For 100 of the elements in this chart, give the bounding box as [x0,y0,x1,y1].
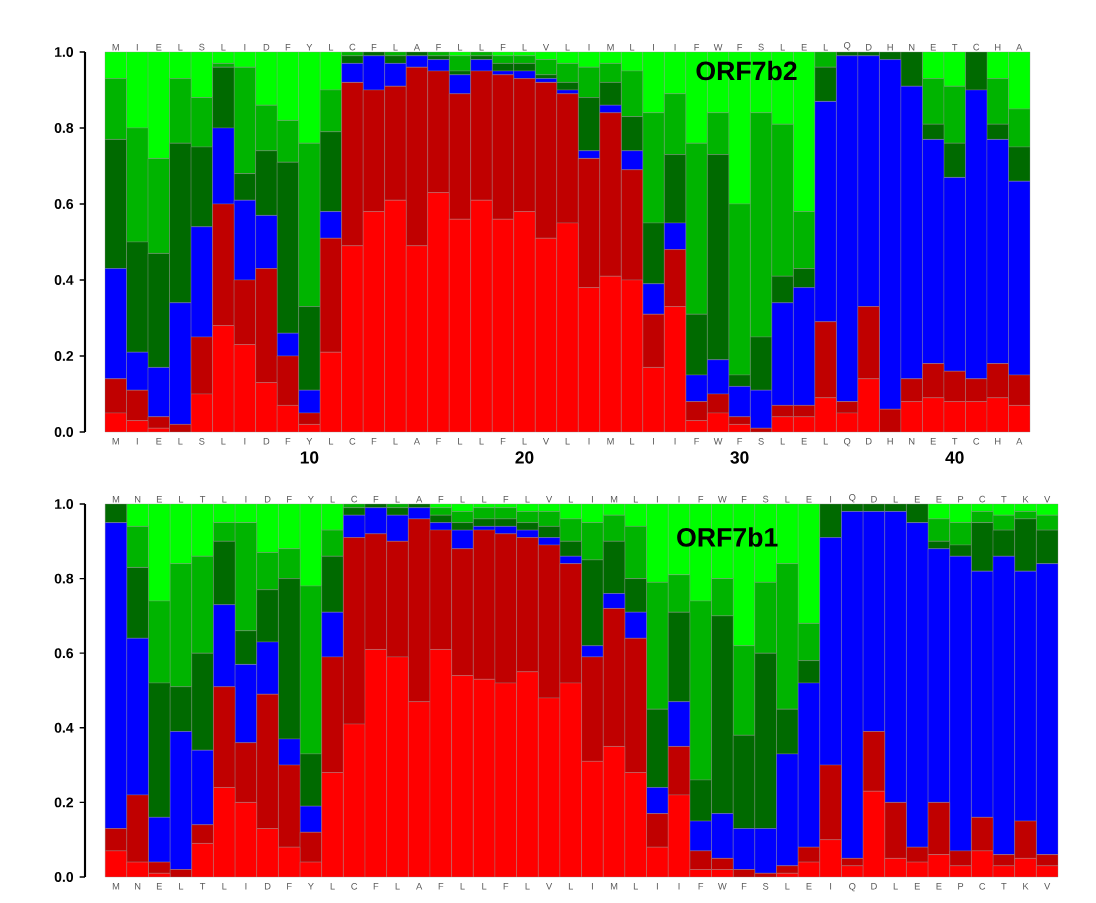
category-label: S [758,438,764,445]
category-label: F [503,883,509,890]
x2-tick-label: 20 [515,451,534,464]
y-tick-label: 0.8 [54,123,74,133]
x-tick-label: F [371,43,377,51]
x-tick-label: L [460,495,465,503]
category-label: L [393,438,398,445]
category-label: F [287,883,292,890]
x-tick-label: H [887,43,893,51]
x-tick-label: F [737,43,743,51]
x-tick-label: I [136,43,138,51]
category-label: F [737,438,743,445]
category-label: L [329,438,334,445]
x2-tick-label: 30 [730,451,749,464]
y-tick-label: 0.2 [54,797,74,808]
x-tick-label: L [458,43,463,51]
x-tick-label: Y [307,495,314,503]
category-label: V [1044,883,1051,890]
category-label: E [156,438,162,445]
x-tick-label: L [482,495,487,503]
x-tick-label: I [678,495,680,503]
x-tick-label: V [1044,495,1051,503]
x-tick-label: F [500,43,506,51]
y-tick-label: 0.2 [54,351,74,361]
x-tick-label: A [1016,43,1023,51]
x-tick-label: M [607,43,614,51]
category-label: L [568,883,574,890]
category-label: P [958,883,964,890]
x-tick-label: D [871,495,877,503]
x-tick-label: I [588,43,590,51]
x-tick-label: L [329,43,334,51]
category-label: E [806,883,812,890]
x-tick-label: L [565,43,570,51]
y-tick-label: 0.8 [54,573,74,584]
x-tick-label: L [568,495,574,503]
category-label: I [656,883,658,890]
x-tick-label: K [1023,495,1029,503]
category-label: E [936,883,942,890]
x-tick-label: F [438,495,444,503]
category-label: L [179,883,184,890]
category-label: I [244,438,246,445]
category-label: Q [849,883,856,892]
x-tick-label: A [416,495,423,503]
category-label: S [199,438,205,445]
category-label: E [930,438,936,445]
x-tick-label: M [112,495,120,503]
category-label: E [156,883,162,890]
category-label: L [395,883,400,890]
x-tick-label: L [330,495,335,503]
x-tick-label: E [806,495,812,503]
x-tick-label: F [741,495,747,503]
y-tick-label: 0.4 [54,722,74,733]
x-tick-label: E [801,43,807,51]
category-label: L [785,883,790,890]
x-tick-label: Y [306,43,313,51]
x-tick-label: S [758,43,764,51]
x-tick-label: D [264,495,271,503]
category-label: I [653,438,654,445]
x-tick-label: F [698,495,704,503]
category-label: F [698,883,704,890]
category-label: H [887,438,893,445]
category-label: I [830,883,832,890]
x-tick-label: S [762,495,769,503]
category-label: C [973,438,980,445]
x-tick-label: L [479,43,484,51]
category-label: L [221,438,226,445]
y-tick-label: 0.0 [54,872,74,882]
x-tick-label: L [221,43,226,51]
category-label: C [979,883,986,890]
category-label: F [500,438,506,445]
category-label: D [264,883,271,890]
x-tick-label: L [785,495,790,503]
x2-tick-label: 40 [945,451,964,464]
x-tick-label: C [979,495,986,503]
y-tick-label: 0.0 [54,427,74,437]
x-tick-label: I [653,43,654,51]
x-tick-label: L [222,495,227,503]
category-label: L [823,438,828,445]
x-tick-label: F [436,43,441,51]
category-label: L [482,883,487,890]
category-label: L [565,438,570,445]
x-tick-label: D [263,43,270,51]
category-label: I [136,438,138,445]
category-label: N [909,438,915,445]
category-label: F [438,883,444,890]
category-label: A [1016,438,1023,445]
category-label: V [546,883,553,890]
y-tick-label: 0.6 [54,648,74,659]
x-tick-label: F [694,43,700,51]
category-label: L [222,883,227,890]
category-label: D [263,438,270,445]
x-tick-label: H [995,43,1001,51]
category-label: C [351,883,358,890]
category-label: L [525,883,530,890]
x-tick-label: E [156,43,162,51]
category-label: F [373,883,379,890]
x2-tick-label: 10 [300,451,319,464]
category-label: E [914,883,920,890]
category-label: M [112,883,120,890]
category-label: T [199,883,206,890]
